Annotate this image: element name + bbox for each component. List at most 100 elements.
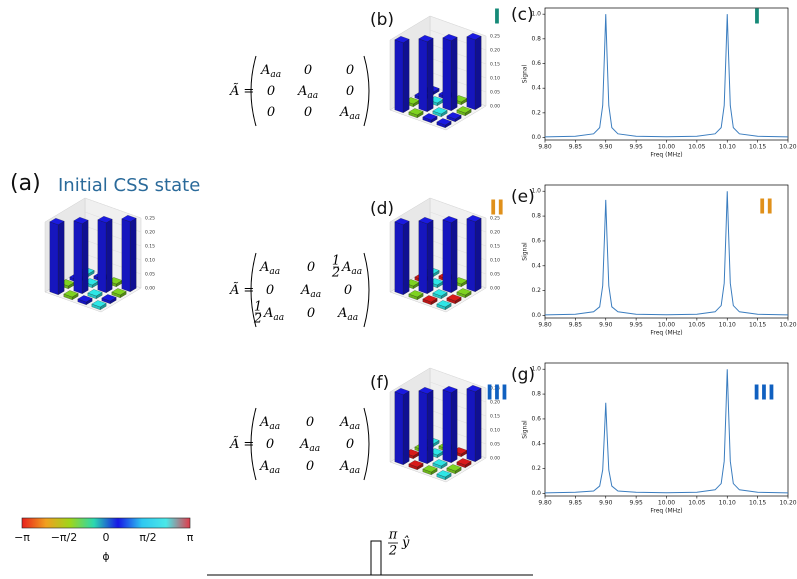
- y-axis-label: Signal: [522, 64, 529, 83]
- bar: [422, 295, 438, 305]
- bar-shade: [408, 112, 418, 118]
- bar-shade: [432, 293, 442, 299]
- bar-shade: [442, 219, 452, 293]
- bar-shade: [461, 98, 468, 105]
- bar-top: [442, 34, 458, 41]
- bar-shade: [394, 39, 404, 113]
- bar: [446, 294, 462, 304]
- entry-text: A: [341, 260, 351, 275]
- matrix-lhs-symbol: Ã: [229, 436, 239, 452]
- panel-label: (a): [10, 171, 41, 196]
- x-tick-label: 10.00: [658, 144, 675, 151]
- x-tick-label: 10.10: [719, 322, 736, 329]
- bar-shade: [431, 468, 438, 475]
- bar: [436, 300, 452, 310]
- y-axis-label: Signal: [522, 420, 529, 439]
- bar-shade: [433, 270, 440, 277]
- paren-right: [363, 407, 370, 481]
- matrix-entry: Aaa: [339, 459, 360, 476]
- case-label: III: [486, 381, 508, 405]
- x-axis-label: Freq (MHz): [650, 508, 682, 515]
- bar-top: [408, 290, 424, 298]
- case-label: II: [490, 196, 505, 220]
- bar-shade: [92, 281, 99, 288]
- x-axis-label: Freq (MHz): [650, 152, 682, 159]
- bar-top: [408, 460, 424, 468]
- x-tick-label: 9.90: [599, 322, 613, 329]
- x-tick-label: 10.05: [688, 322, 705, 329]
- entry-text: 0: [346, 63, 354, 78]
- bar: [466, 33, 482, 110]
- bar-shade: [455, 297, 462, 304]
- bar-shade: [130, 218, 137, 292]
- bar-shade: [445, 473, 452, 480]
- x-tick-label: 10.20: [779, 322, 796, 329]
- z-tick-label: 0.10: [490, 428, 500, 434]
- y-tick-label: 0.2: [531, 287, 541, 294]
- bar: [442, 386, 458, 463]
- panel-title: Initial CSS state: [58, 175, 200, 196]
- entry-text: 0: [346, 84, 354, 99]
- matrix-entry: 0: [304, 63, 312, 78]
- bar: [408, 290, 424, 300]
- matrix-entry: Aaa: [339, 415, 360, 432]
- entry-text: A: [339, 459, 349, 474]
- entry-sub: aa: [351, 267, 362, 277]
- bar-top: [394, 218, 410, 225]
- x-tick-label: 9.90: [599, 500, 613, 507]
- bar: [442, 34, 458, 111]
- bar-top: [436, 470, 452, 478]
- x-tick-label: 9.85: [569, 500, 583, 507]
- spectrum-line: [544, 14, 789, 138]
- z-tick-label: 0.10: [145, 258, 155, 264]
- case-label: I: [493, 5, 500, 29]
- x-tick-label: 10.15: [749, 500, 766, 507]
- bar-shade: [465, 291, 472, 298]
- x-tick-label: 9.90: [599, 144, 613, 151]
- plot-frame: [544, 7, 789, 141]
- matrix-equals: =: [243, 84, 254, 99]
- bar-shade: [72, 293, 79, 300]
- bar: [436, 118, 452, 128]
- y-tick-label: 1.0: [531, 366, 541, 373]
- spectrum-line: [544, 191, 789, 316]
- bar-top: [442, 216, 458, 223]
- matrix-entry: Aaa: [337, 306, 358, 323]
- bar-shade: [417, 111, 424, 118]
- z-tick-label: 0.05: [490, 442, 500, 448]
- z-tick-label: 0.15: [490, 414, 500, 420]
- entry-text: 0: [266, 437, 274, 452]
- bar-shade: [427, 390, 434, 464]
- bar: [432, 459, 448, 469]
- matrix-lhs-symbol: Ã: [229, 83, 239, 99]
- colorbar-tick-label: −π: [14, 531, 30, 544]
- x-tick-label: 10.20: [779, 144, 796, 151]
- pulse-num: π: [388, 528, 398, 543]
- x-tick-label: 10.05: [688, 500, 705, 507]
- entry-text: A: [259, 459, 269, 474]
- bar-shade: [96, 292, 103, 299]
- panel-label: (c): [511, 5, 534, 25]
- bar-top: [101, 294, 117, 302]
- paren-left: [250, 252, 257, 328]
- bar-top: [432, 289, 448, 297]
- panel-label: (b): [370, 10, 394, 30]
- bar: [408, 108, 424, 118]
- x-tick-label: 9.80: [538, 144, 552, 151]
- bar-shade: [422, 469, 432, 475]
- bar-shade: [394, 391, 404, 465]
- matrix-entry: Aaa: [297, 84, 318, 101]
- z-tick-label: 0.05: [490, 272, 500, 278]
- bar: [446, 112, 462, 122]
- matrix-entry: 0: [344, 283, 352, 298]
- z-tick-label: 0.25: [490, 34, 500, 40]
- bar: [422, 113, 438, 123]
- colorbar-tick-label: −π/2: [51, 531, 78, 544]
- x-tick-label: 9.80: [538, 322, 552, 329]
- matrix-entry: 0: [267, 105, 275, 120]
- entry-text: A: [300, 283, 310, 298]
- fraction-den: 2: [253, 312, 262, 327]
- matrix-entry: 0: [266, 437, 274, 452]
- panel-label: (g): [511, 365, 535, 385]
- x-tick-label: 10.20: [779, 500, 796, 507]
